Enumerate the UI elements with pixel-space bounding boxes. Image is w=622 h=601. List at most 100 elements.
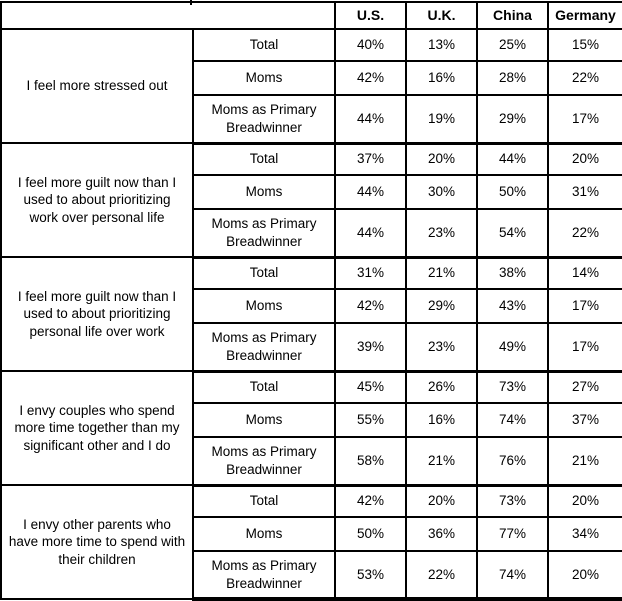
- statement-cell: I feel more guilt now than I used to abo…: [0, 256, 194, 372]
- value-cell: 25%: [476, 28, 549, 62]
- group-cell: Total: [192, 256, 336, 290]
- group-cell: Moms: [192, 60, 336, 96]
- group-cell: Total: [192, 370, 336, 404]
- value-cell: 16%: [405, 402, 478, 438]
- statement-cell: I envy couples who spend more time toget…: [0, 370, 194, 486]
- value-cell: 42%: [334, 288, 407, 324]
- value-cell: 28%: [476, 60, 549, 96]
- table-row: I feel more stressed out Total 40% 13% 2…: [0, 28, 622, 144]
- table-row: Moms as Primary Breadwinner 44% 19% 29% …: [1, 94, 622, 145]
- table-row: Moms as Primary Breadwinner 58% 21% 76% …: [1, 436, 622, 487]
- value-cell: 20%: [547, 484, 622, 518]
- table-row: Moms 50% 36% 77% 34%: [1, 516, 622, 552]
- group-cell: Moms as Primary Breadwinner: [192, 436, 336, 487]
- table-row: Moms 42% 16% 28% 22%: [1, 60, 622, 96]
- value-cell: 23%: [405, 322, 478, 373]
- table-row: Moms 42% 29% 43% 17%: [1, 288, 622, 324]
- value-cell: 22%: [547, 208, 622, 259]
- value-cell: 30%: [405, 174, 478, 210]
- value-cell: 37%: [547, 402, 622, 438]
- table-row: Moms as Primary Breadwinner 53% 22% 74% …: [1, 550, 622, 601]
- value-cell: 36%: [405, 516, 478, 552]
- group-cell: Moms: [192, 516, 336, 552]
- group-cell: Moms as Primary Breadwinner: [192, 94, 336, 145]
- value-cell: 44%: [334, 94, 407, 145]
- value-cell: 50%: [476, 174, 549, 210]
- column-divider-notch: [190, 0, 192, 5]
- value-cell: 73%: [476, 484, 549, 518]
- value-cell: 74%: [476, 550, 549, 601]
- value-cell: 74%: [476, 402, 549, 438]
- value-cell: 14%: [547, 256, 622, 290]
- statement-cell: I feel more guilt now than I used to abo…: [0, 142, 194, 258]
- table-row: Moms 44% 30% 50% 31%: [1, 174, 622, 210]
- value-cell: 26%: [405, 370, 478, 404]
- value-cell: 29%: [476, 94, 549, 145]
- statement-cell: I feel more stressed out: [0, 28, 194, 144]
- value-cell: 21%: [405, 256, 478, 290]
- table-row: Moms as Primary Breadwinner 44% 23% 54% …: [1, 208, 622, 259]
- value-cell: 16%: [405, 60, 478, 96]
- column-header-germany: Germany: [547, 1, 622, 30]
- group-cell: Moms: [192, 288, 336, 324]
- value-cell: 42%: [334, 60, 407, 96]
- value-cell: 34%: [547, 516, 622, 552]
- value-cell: 38%: [476, 256, 549, 290]
- statement-cell: I envy other parents who have more time …: [0, 484, 194, 600]
- table-row: I envy couples who spend more time toget…: [0, 370, 622, 486]
- table-row: Moms as Primary Breadwinner 39% 23% 49% …: [1, 322, 622, 373]
- group-cell: Moms: [192, 402, 336, 438]
- value-cell: 54%: [476, 208, 549, 259]
- value-cell: 23%: [405, 208, 478, 259]
- table-row: I feel more guilt now than I used to abo…: [0, 142, 622, 258]
- group-cell: Moms: [192, 174, 336, 210]
- header-row: U.S. U.K. China Germany: [0, 1, 622, 30]
- value-cell: 22%: [547, 60, 622, 96]
- value-cell: 17%: [547, 94, 622, 145]
- value-cell: 17%: [547, 288, 622, 324]
- value-cell: 44%: [476, 142, 549, 176]
- value-cell: 20%: [405, 142, 478, 176]
- value-cell: 15%: [547, 28, 622, 62]
- value-cell: 53%: [334, 550, 407, 601]
- value-cell: 50%: [334, 516, 407, 552]
- value-cell: 21%: [405, 436, 478, 487]
- value-cell: 20%: [405, 484, 478, 518]
- group-cell: Moms as Primary Breadwinner: [192, 208, 336, 259]
- value-cell: 22%: [405, 550, 478, 601]
- table-row: I envy other parents who have more time …: [0, 484, 622, 600]
- column-header-uk: U.K.: [405, 1, 478, 30]
- value-cell: 44%: [334, 174, 407, 210]
- value-cell: 76%: [476, 436, 549, 487]
- value-cell: 27%: [547, 370, 622, 404]
- corner-cell: [0, 1, 336, 30]
- group-cell: Moms as Primary Breadwinner: [192, 550, 336, 601]
- value-cell: 20%: [547, 142, 622, 176]
- value-cell: 21%: [547, 436, 622, 487]
- value-cell: 37%: [334, 142, 407, 176]
- group-cell: Moms as Primary Breadwinner: [192, 322, 336, 373]
- value-cell: 42%: [334, 484, 407, 518]
- value-cell: 31%: [334, 256, 407, 290]
- value-cell: 44%: [334, 208, 407, 259]
- value-cell: 17%: [547, 322, 622, 373]
- group-cell: Total: [192, 484, 336, 518]
- value-cell: 29%: [405, 288, 478, 324]
- value-cell: 43%: [476, 288, 549, 324]
- table-row: Moms 55% 16% 74% 37%: [1, 402, 622, 438]
- value-cell: 77%: [476, 516, 549, 552]
- value-cell: 40%: [334, 28, 407, 62]
- group-cell: Total: [192, 142, 336, 176]
- value-cell: 58%: [334, 436, 407, 487]
- column-header-us: U.S.: [334, 1, 407, 30]
- value-cell: 20%: [547, 550, 622, 601]
- value-cell: 39%: [334, 322, 407, 373]
- value-cell: 55%: [334, 402, 407, 438]
- column-header-china: China: [476, 1, 549, 30]
- table-row: I feel more guilt now than I used to abo…: [0, 256, 622, 372]
- value-cell: 45%: [334, 370, 407, 404]
- value-cell: 31%: [547, 174, 622, 210]
- group-cell: Total: [192, 28, 336, 62]
